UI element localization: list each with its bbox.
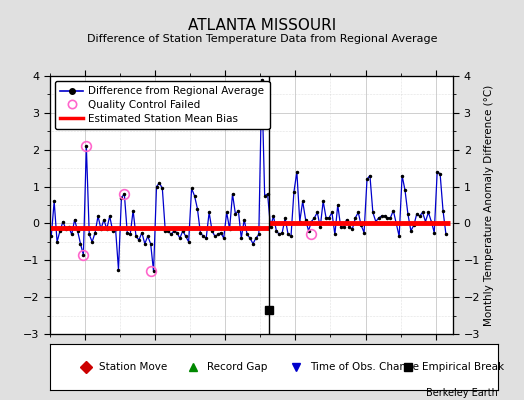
Text: Difference of Station Temperature Data from Regional Average: Difference of Station Temperature Data f… [87, 34, 437, 44]
Text: Berkeley Earth: Berkeley Earth [426, 388, 498, 398]
Text: Station Move: Station Move [99, 362, 167, 372]
Text: Time of Obs. Change: Time of Obs. Change [310, 362, 419, 372]
Legend: Difference from Regional Average, Quality Control Failed, Estimated Station Mean: Difference from Regional Average, Qualit… [55, 81, 269, 129]
Text: Record Gap: Record Gap [206, 362, 267, 372]
Text: Empirical Break: Empirical Break [422, 362, 504, 372]
Text: ATLANTA MISSOURI: ATLANTA MISSOURI [188, 18, 336, 33]
Y-axis label: Monthly Temperature Anomaly Difference (°C): Monthly Temperature Anomaly Difference (… [484, 84, 494, 326]
